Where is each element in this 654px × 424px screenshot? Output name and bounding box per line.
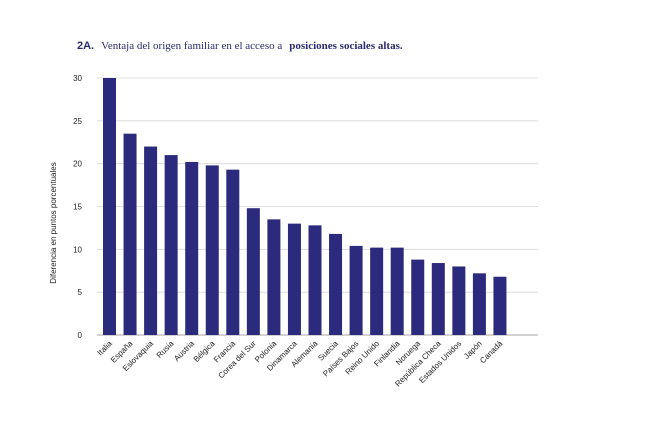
chart-title-regular: Ventaja del origen familiar en el acceso… [101, 40, 282, 52]
chart-title-prefix: 2A. [77, 40, 94, 52]
y-tick-label: 0 [78, 331, 83, 340]
bar [308, 225, 322, 335]
bar [226, 169, 240, 335]
bar [123, 133, 137, 335]
bar [329, 233, 343, 335]
y-tick-label: 20 [73, 160, 82, 169]
y-axis-label: Diferencia en puntos porcentuales [49, 162, 58, 283]
bar [103, 78, 116, 335]
bar [246, 208, 260, 335]
bar [452, 266, 466, 335]
y-tick-label: 30 [73, 74, 82, 83]
y-tick-label: 15 [73, 203, 82, 212]
bar [287, 223, 301, 335]
bar [431, 263, 445, 335]
bar [267, 219, 281, 335]
y-tick-label: 5 [78, 288, 83, 297]
bar [185, 161, 199, 335]
bar [472, 273, 486, 335]
bar [390, 247, 404, 335]
y-tick-label: 25 [73, 117, 82, 126]
bar [144, 146, 158, 335]
chart-title-bold: posiciones sociales altas. [289, 40, 403, 52]
bar [349, 245, 363, 335]
chart-title: 2A. Ventaja del origen familiar en el ac… [77, 36, 403, 53]
y-tick-labels: 0 5 10 15 20 25 30 [73, 74, 82, 340]
bar [205, 165, 219, 335]
bar [493, 276, 507, 335]
y-tick-label: 10 [73, 245, 82, 254]
bars [103, 78, 507, 335]
x-tick-label: Canadá [478, 339, 505, 366]
bar [370, 247, 384, 335]
bar [164, 155, 178, 335]
bar [411, 259, 425, 335]
